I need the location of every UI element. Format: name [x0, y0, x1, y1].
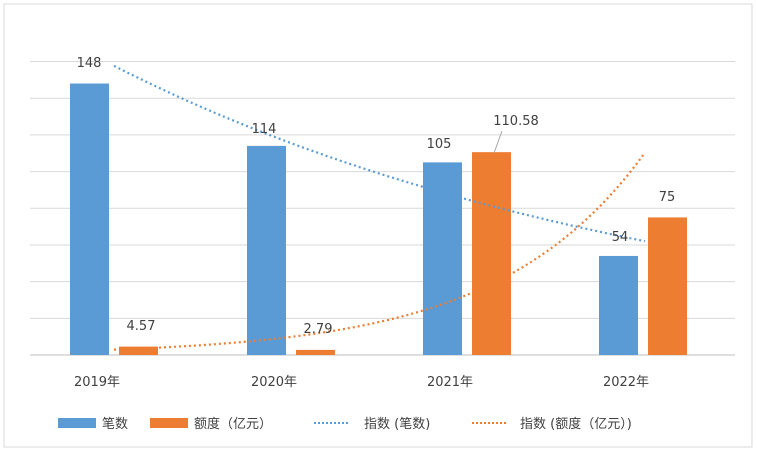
bar-count	[599, 255, 638, 355]
legend-label: 笔数	[102, 416, 128, 432]
legend: 笔数 额度（亿元） 指数 (笔数) 指数 (额度（亿元）)	[58, 416, 632, 432]
x-tick-label: 2019年	[74, 375, 120, 390]
data-label: 110.58	[493, 114, 539, 129]
legend-swatch-amount	[150, 418, 188, 428]
x-tick-label: 2020年	[251, 375, 297, 390]
bar-count	[247, 145, 286, 355]
bar-amount	[472, 152, 511, 355]
legend-label: 额度（亿元）	[194, 416, 272, 432]
bar-amount	[296, 349, 335, 355]
data-label: 148	[77, 56, 102, 71]
data-label: 114	[252, 122, 277, 137]
data-label: 75	[659, 190, 676, 205]
bar-count	[70, 83, 109, 355]
data-label: 54	[612, 230, 629, 245]
bar-amount	[648, 217, 687, 355]
chart-frame	[3, 3, 753, 448]
bar-amount	[119, 346, 158, 355]
legend-label: 指数 (笔数)	[364, 416, 430, 432]
data-label: 4.57	[127, 319, 156, 334]
x-tick-label: 2022年	[603, 375, 649, 390]
bar-count	[423, 162, 462, 355]
data-label: 2.79	[304, 322, 333, 337]
legend-swatch-count	[58, 418, 96, 428]
leader-line	[493, 130, 503, 154]
trendline-count	[113, 64, 646, 243]
legend-label: 指数 (额度（亿元）)	[520, 416, 632, 432]
data-label: 105	[427, 137, 452, 152]
x-tick-label: 2021年	[427, 375, 473, 390]
